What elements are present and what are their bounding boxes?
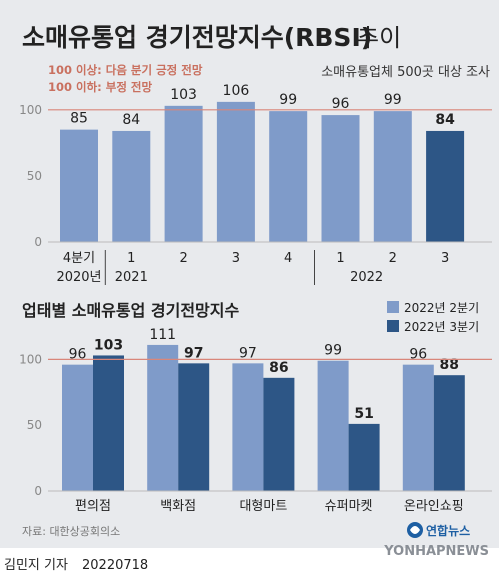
yonhap-wordmark: YONHAPNEWS bbox=[383, 544, 489, 559]
bar-quarter-0 bbox=[60, 129, 98, 242]
legend-below-100: 100 이하: 부정 전망 bbox=[48, 80, 153, 94]
yonhap-logo: 연합뉴스 YONHAPNEWS bbox=[383, 522, 489, 559]
year-label: 2022 bbox=[350, 270, 383, 285]
bar-q3-4 bbox=[433, 375, 465, 491]
yonhap-emblem-mark-icon bbox=[410, 526, 420, 534]
x-tick-label: 1 bbox=[127, 251, 135, 266]
x-tick-label: 4분기 bbox=[63, 251, 95, 266]
data-label: 84 bbox=[122, 112, 140, 128]
data-label: 97 bbox=[184, 345, 203, 361]
year-label: 2020년 bbox=[56, 270, 101, 285]
bar-quarter-1 bbox=[112, 130, 151, 242]
y-tick-label: 50 bbox=[27, 418, 42, 432]
bar-q2-1 bbox=[147, 344, 179, 491]
legend-label-q2: 2022년 2분기 bbox=[404, 301, 479, 315]
x-tick-label: 3 bbox=[232, 251, 240, 266]
data-label: 103 bbox=[170, 87, 197, 103]
y-tick-label: 100 bbox=[19, 103, 42, 117]
bar-q3-3 bbox=[348, 423, 380, 491]
data-label: 96 bbox=[409, 347, 427, 363]
data-label: 97 bbox=[239, 345, 257, 361]
legend-label-q3: 2022년 3분기 bbox=[404, 320, 479, 334]
reporter-credit: 김민지 기자 bbox=[4, 558, 68, 573]
source-note: 자료: 대한상공회의소 bbox=[22, 525, 120, 538]
y-tick-label: 0 bbox=[34, 484, 42, 498]
bar-quarter-5 bbox=[321, 115, 360, 242]
data-label: 96 bbox=[69, 347, 87, 363]
bar-quarter-7 bbox=[426, 130, 465, 242]
bar-q3-0 bbox=[93, 355, 124, 491]
y-tick-label: 0 bbox=[34, 235, 42, 249]
data-label: 99 bbox=[324, 343, 342, 359]
x-tick-label: 백화점 bbox=[160, 499, 196, 514]
data-label: 86 bbox=[269, 360, 288, 376]
bar-q2-2 bbox=[232, 363, 264, 491]
x-tick-label: 대형마트 bbox=[239, 499, 287, 514]
survey-note: 소매유통업체 500곳 대상 조사 bbox=[321, 65, 490, 80]
bar-q2-0 bbox=[62, 364, 93, 491]
x-tick-label: 슈퍼마켓 bbox=[325, 499, 373, 514]
legend-swatch-q2 bbox=[387, 301, 399, 313]
bar-quarter-6 bbox=[373, 111, 412, 242]
x-tick-label: 편의점 bbox=[75, 499, 111, 514]
y-tick-label: 50 bbox=[27, 169, 42, 183]
x-tick-label: 2 bbox=[179, 251, 187, 266]
x-tick-label: 1 bbox=[336, 251, 344, 266]
legend-swatch-q3 bbox=[387, 320, 399, 332]
sector-chart-title: 업태별 소매유통업 경기전망지수 bbox=[22, 301, 240, 320]
data-label: 99 bbox=[384, 92, 402, 108]
data-label: 88 bbox=[440, 357, 459, 373]
data-label: 96 bbox=[332, 96, 350, 112]
data-label: 99 bbox=[279, 92, 297, 108]
yonhap-logo-text: 연합뉴스 bbox=[426, 523, 470, 538]
bar-q2-3 bbox=[317, 360, 349, 491]
data-label: 106 bbox=[223, 83, 250, 99]
page-title-suffix: 추이 bbox=[357, 24, 401, 52]
bar-q3-2 bbox=[263, 377, 295, 491]
bar-quarter-4 bbox=[269, 111, 308, 242]
bar-quarter-3 bbox=[216, 101, 255, 242]
publish-date: 20220718 bbox=[82, 558, 148, 573]
data-label: 84 bbox=[435, 112, 455, 128]
data-label: 111 bbox=[149, 327, 176, 343]
bar-quarter-2 bbox=[164, 105, 203, 242]
y-tick-label: 100 bbox=[19, 352, 42, 366]
sector-rbsi-chart: 0 50 100 96 103 편의점 111 97 백화점 97 86 대형마트 99 51 슈퍼마켓 96… bbox=[19, 327, 492, 514]
data-label: 103 bbox=[94, 337, 123, 353]
legend-above-100: 100 이상: 다음 분기 긍정 전망 bbox=[48, 63, 203, 77]
data-label: 85 bbox=[70, 111, 88, 127]
year-label: 2021 bbox=[115, 270, 148, 285]
bar-q2-4 bbox=[402, 364, 434, 491]
x-tick-label: 4 bbox=[284, 251, 292, 266]
x-tick-label: 3 bbox=[441, 251, 449, 266]
x-tick-label: 2 bbox=[389, 251, 397, 266]
x-tick-label: 온라인쇼핑 bbox=[404, 499, 464, 514]
page-title: 소매유통업 경기전망지수(RBSI) bbox=[22, 23, 372, 52]
quarterly-rbsi-chart: 0 50 100 85 4분기 84 1 103 2 106 3 99 4 96 1 99 2 84 3 2020년 2… bbox=[19, 83, 492, 285]
data-label: 51 bbox=[354, 406, 373, 422]
bar-q3-1 bbox=[178, 363, 210, 491]
